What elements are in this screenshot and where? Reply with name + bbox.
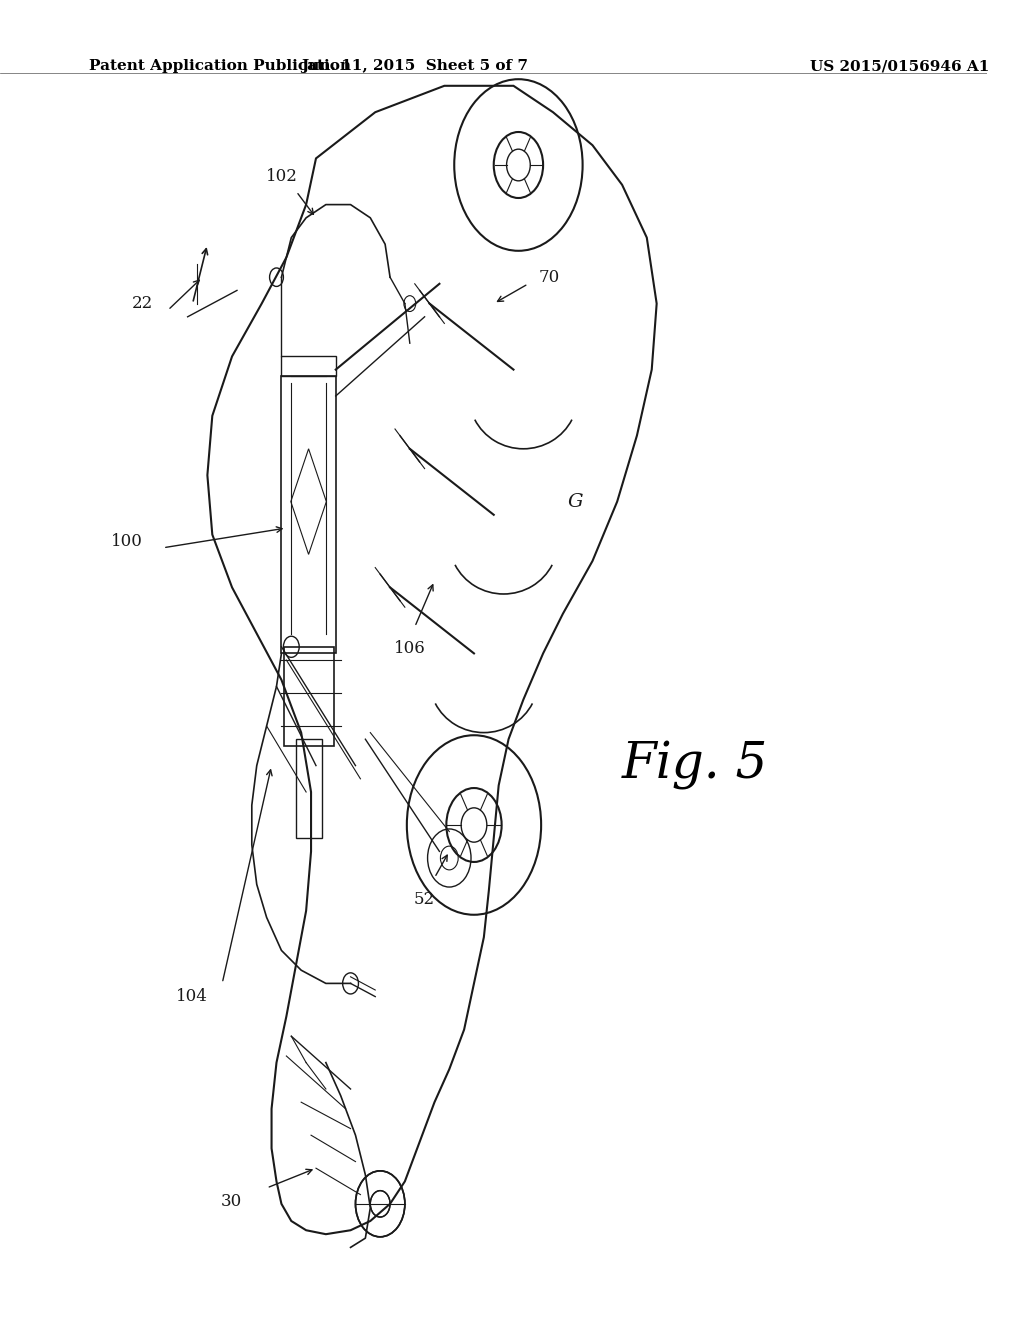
Text: 30: 30 — [221, 1193, 242, 1209]
Text: US 2015/0156946 A1: US 2015/0156946 A1 — [810, 59, 989, 74]
Text: 106: 106 — [394, 640, 426, 657]
Text: 22: 22 — [132, 296, 153, 312]
Text: 102: 102 — [265, 168, 297, 185]
Text: Jun. 11, 2015  Sheet 5 of 7: Jun. 11, 2015 Sheet 5 of 7 — [301, 59, 528, 74]
Text: 100: 100 — [112, 533, 143, 549]
Text: Patent Application Publication: Patent Application Publication — [89, 59, 351, 74]
Text: G: G — [567, 492, 584, 511]
Text: 104: 104 — [175, 989, 208, 1005]
Text: 52: 52 — [414, 891, 435, 908]
Text: 70: 70 — [539, 269, 559, 285]
Text: Fig. 5: Fig. 5 — [623, 741, 768, 791]
